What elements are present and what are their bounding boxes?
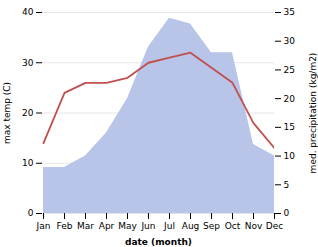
svg-text:30: 30 bbox=[284, 36, 296, 46]
svg-text:10: 10 bbox=[22, 158, 34, 168]
svg-text:0: 0 bbox=[284, 208, 290, 218]
svg-text:35: 35 bbox=[284, 7, 295, 17]
svg-text:20: 20 bbox=[284, 94, 296, 104]
svg-text:max temp (C): max temp (C) bbox=[2, 82, 12, 144]
svg-text:Feb: Feb bbox=[57, 221, 73, 231]
svg-text:15: 15 bbox=[284, 122, 295, 132]
svg-text:40: 40 bbox=[22, 7, 34, 17]
svg-text:Jun: Jun bbox=[140, 221, 155, 231]
svg-text:Mar: Mar bbox=[77, 221, 94, 231]
svg-text:date (month): date (month) bbox=[125, 237, 192, 247]
svg-text:Jan: Jan bbox=[36, 221, 51, 231]
svg-text:25: 25 bbox=[284, 65, 295, 75]
svg-text:May: May bbox=[118, 221, 137, 231]
svg-text:Dec: Dec bbox=[266, 221, 283, 231]
svg-text:Aug: Aug bbox=[182, 221, 200, 231]
svg-text:0: 0 bbox=[28, 208, 34, 218]
svg-text:10: 10 bbox=[284, 151, 296, 161]
svg-text:Oct: Oct bbox=[225, 221, 241, 231]
svg-text:Apr: Apr bbox=[99, 221, 115, 231]
svg-text:20: 20 bbox=[22, 108, 34, 118]
svg-text:Jul: Jul bbox=[163, 221, 175, 231]
svg-text:30: 30 bbox=[22, 58, 34, 68]
svg-text:Sep: Sep bbox=[203, 221, 220, 231]
svg-text:5: 5 bbox=[284, 180, 290, 190]
svg-text:Nov: Nov bbox=[245, 221, 263, 231]
svg-text:med. precipitation (kg/m2): med. precipitation (kg/m2) bbox=[308, 53, 318, 174]
